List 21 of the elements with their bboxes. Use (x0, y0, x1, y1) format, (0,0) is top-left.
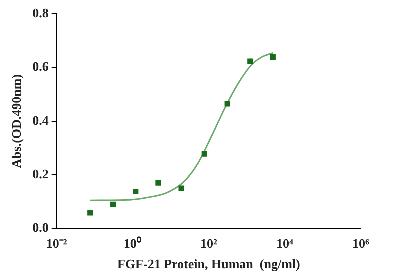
point (270, 54, 276, 60)
y-axis-title: Abs.(OD.490nm) (9, 74, 24, 168)
x-tick-label: 10² (200, 236, 218, 251)
x-tick-label: 10⁻² (46, 236, 68, 251)
y-tick-label: 0.4 (32, 112, 50, 128)
point (202, 151, 208, 157)
x-tick-label: 10⁴ (276, 236, 294, 251)
point (248, 58, 254, 64)
x-tick-label: 10⁰ (124, 236, 142, 251)
x-axis-title: FGF-21 Protein, Human (ng/ml) (118, 256, 300, 272)
point (110, 202, 116, 208)
y-tick-label: 0.8 (32, 5, 50, 20)
y-tick-label: 0.6 (32, 59, 50, 74)
point (156, 180, 162, 186)
point (88, 210, 94, 216)
point (133, 188, 139, 195)
point (178, 186, 184, 192)
y-tick-label: 0.0 (32, 220, 49, 236)
point (224, 101, 230, 107)
y-tick-label: 0.2 (32, 166, 49, 182)
x-tick-label: 10⁶ (352, 236, 370, 251)
